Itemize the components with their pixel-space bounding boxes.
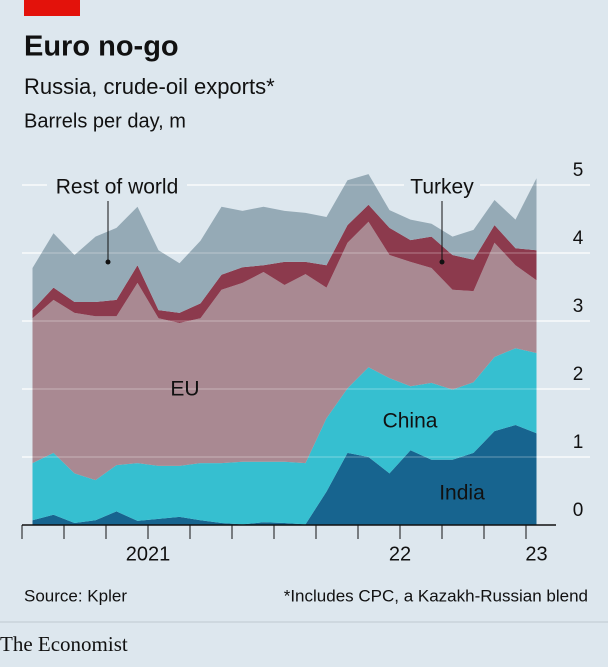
source: Source: Kpler [24, 586, 127, 605]
label-backing [404, 175, 480, 201]
series-label: Rest of world [56, 176, 179, 199]
y-tick-label: 0 [573, 500, 584, 521]
area [32, 204, 537, 324]
series-label: Turkey [410, 176, 474, 199]
series-label: China [383, 410, 438, 433]
brand-tag [24, 0, 80, 16]
x-tick-label: 23 [525, 543, 547, 565]
leader-dot [439, 259, 445, 265]
area [32, 221, 537, 481]
series-label: EU [170, 378, 199, 401]
y-tick-label: 3 [573, 296, 584, 317]
footnote: *Includes CPC, a Kazakh-Russian blend [284, 586, 588, 605]
brand: The Economist [0, 632, 128, 656]
chart-subtitle: Russia, crude-oil exports* [24, 74, 275, 99]
x-tick-label: 2021 [126, 543, 171, 565]
area [32, 425, 537, 525]
label-backing [47, 175, 187, 201]
series-label: India [439, 482, 485, 505]
area [32, 174, 537, 313]
area [32, 348, 537, 525]
y-tick-label: 4 [573, 228, 584, 249]
y-tick-label: 5 [573, 160, 584, 181]
chart-title: Euro no-go [24, 31, 179, 63]
y-tick-label: 1 [573, 432, 584, 453]
x-tick-label: 22 [389, 543, 411, 565]
unit-label: Barrels per day, m [24, 110, 186, 132]
y-tick-label: 2 [573, 364, 584, 385]
leader-dot [105, 259, 111, 265]
